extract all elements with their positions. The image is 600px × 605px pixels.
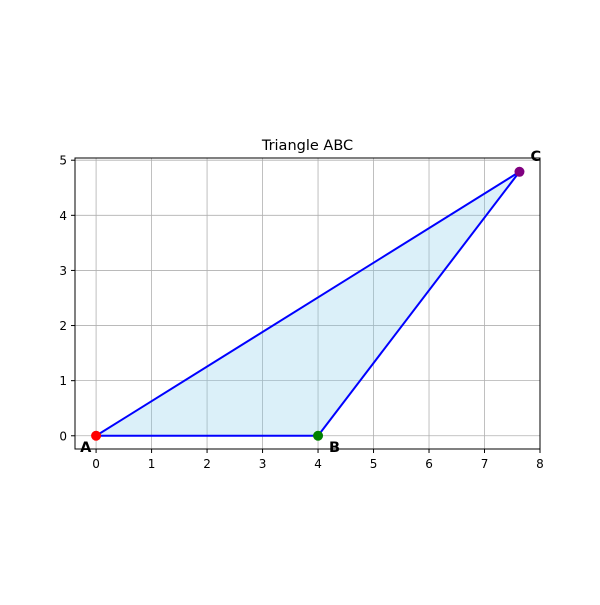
x-tick-label: 5	[370, 457, 378, 471]
y-tick-label: 2	[59, 319, 67, 333]
x-tick-label: 0	[92, 457, 100, 471]
point-b	[313, 430, 324, 441]
axes-frame	[74, 157, 541, 450]
y-tick-label: 1	[59, 374, 67, 388]
point-a	[91, 430, 102, 441]
x-tick-label: 7	[481, 457, 489, 471]
x-tick-label: 4	[314, 457, 322, 471]
y-tick-label: 5	[59, 154, 67, 168]
x-tick-label: 3	[259, 457, 267, 471]
y-tick-label: 4	[59, 209, 67, 223]
chart-title: Triangle ABC	[261, 138, 353, 154]
x-tick-label: 1	[148, 457, 156, 471]
x-tick-label: 2	[203, 457, 211, 471]
point-layer: A B C	[80, 149, 541, 456]
y-tick-label: 0	[59, 429, 67, 443]
tick-layer: 0 1 2 3 4 5 6 7 8 0 1 2 3 4 5	[59, 154, 543, 471]
x-tick-label: 6	[425, 457, 433, 471]
y-tick-label: 3	[59, 264, 67, 278]
triangle-layer	[95, 170, 521, 437]
x-tick-label: 8	[536, 457, 544, 471]
point-label-a: A	[80, 440, 92, 456]
point-label-c: C	[530, 149, 541, 165]
grid-layer	[75, 158, 541, 449]
point-c	[514, 166, 525, 177]
triangle-edge-bc	[317, 171, 521, 437]
triangle-edge-ca	[95, 170, 520, 437]
point-label-b: B	[329, 440, 340, 456]
